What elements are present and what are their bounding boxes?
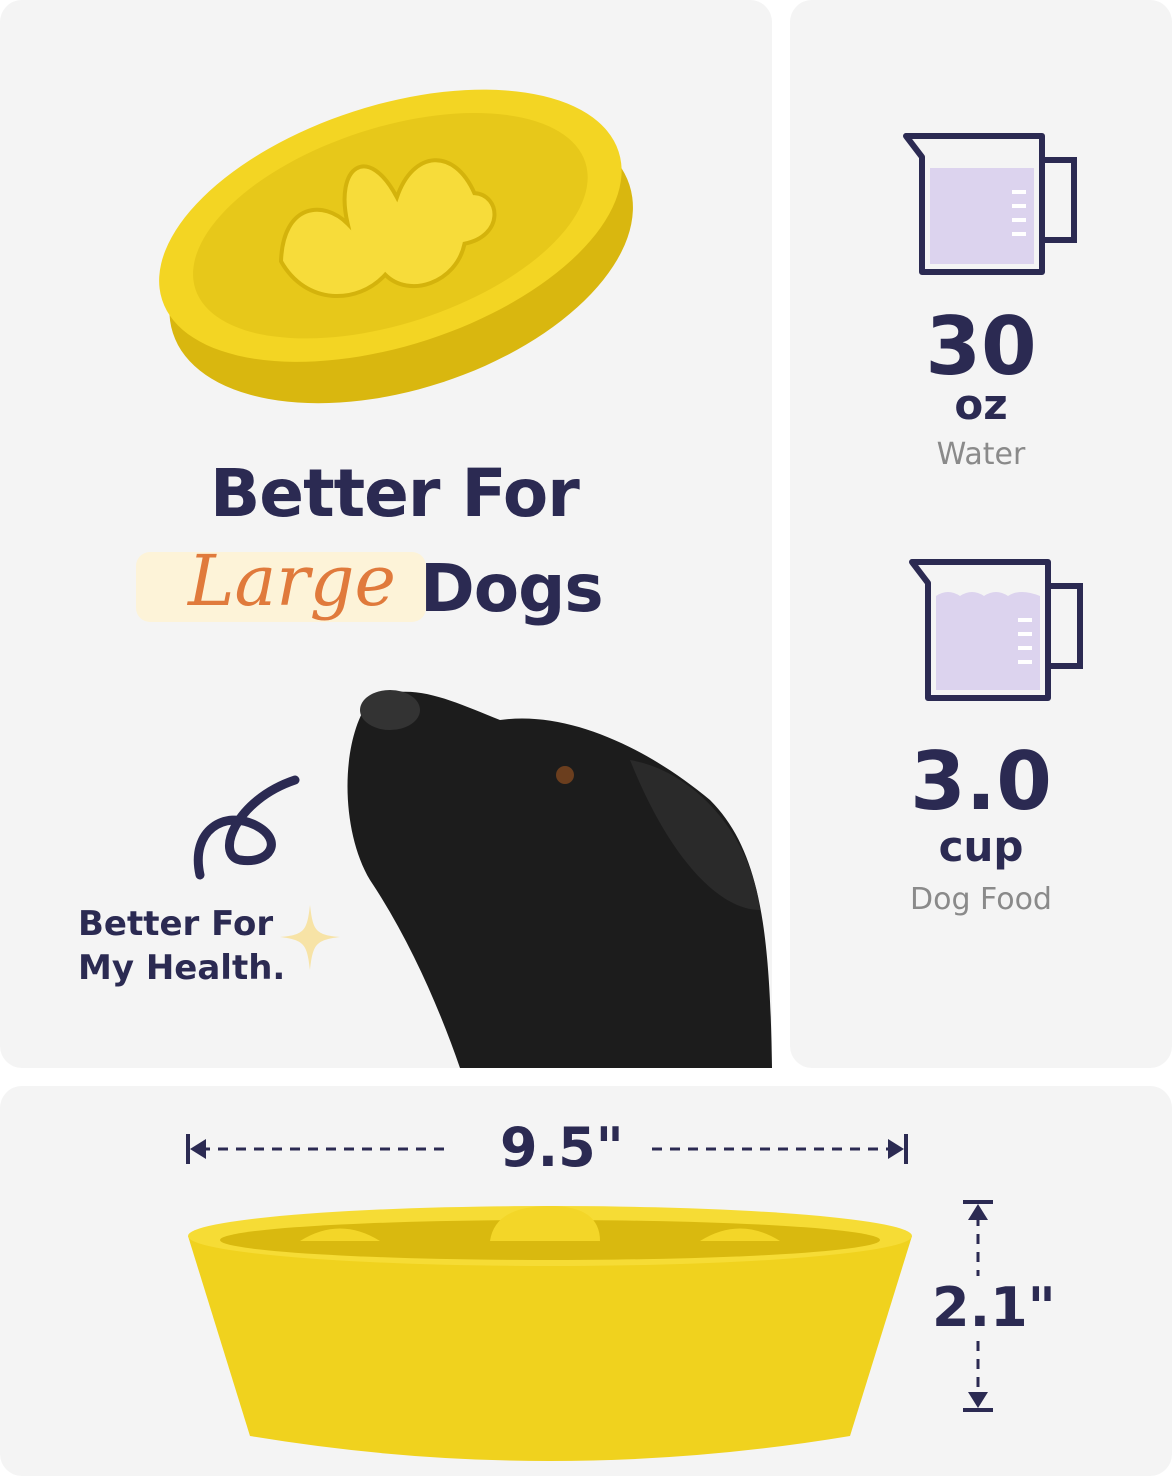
highlight-band — [136, 552, 426, 622]
headline-line1: Better For — [210, 455, 580, 532]
food-unit: cup — [938, 822, 1024, 871]
width-dimension: 9.5" — [500, 1116, 624, 1179]
height-dimension: 2.1" — [932, 1276, 1056, 1339]
health-badge: Better For My Health. — [78, 902, 285, 990]
measuring-cup-icon — [903, 133, 1077, 275]
headline-highlight: Large — [188, 540, 396, 622]
capacity-panel: 30 oz Water 3.0 cup Dog Food — [790, 0, 1172, 1068]
health-badge-line1: Better For — [78, 904, 274, 944]
dimensions-panel: 9.5" 2.1" — [0, 1086, 1172, 1476]
dog-image — [347, 690, 772, 1068]
health-badge-line2: My Health. — [78, 948, 286, 988]
water-unit: oz — [954, 380, 1008, 429]
water-label: Water — [936, 437, 1026, 472]
slow-feeder-bowl-top-image — [159, 89, 633, 404]
dimension-lines — [186, 1134, 993, 1412]
water-value: 30 — [925, 300, 1037, 393]
swirl-doodle-icon — [193, 775, 300, 880]
hero-panel: Better For Large Dogs Better For My Heal… — [0, 0, 772, 1068]
food-label: Dog Food — [910, 882, 1052, 917]
measuring-cup-food-icon — [909, 559, 1083, 701]
slow-feeder-bowl-side-image — [188, 1206, 912, 1461]
headline-line2: Dogs — [420, 550, 604, 627]
food-value: 3.0 — [910, 735, 1052, 828]
sparkle-icon — [280, 905, 340, 970]
